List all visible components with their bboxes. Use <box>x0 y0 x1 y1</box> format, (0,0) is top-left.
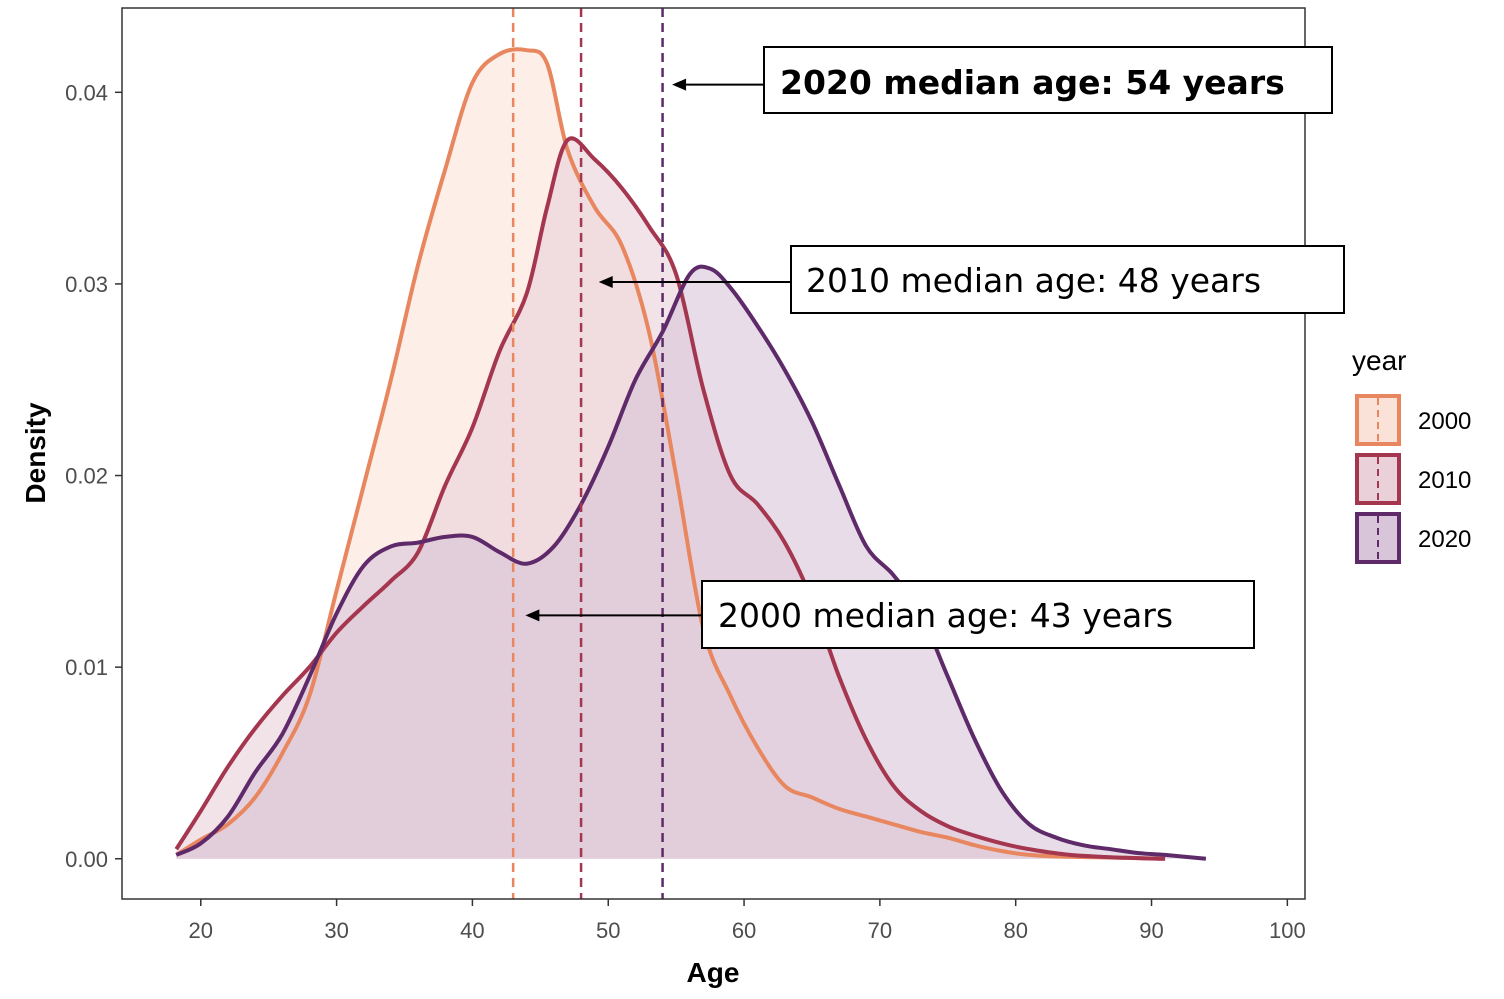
legend-title: year <box>1352 345 1406 376</box>
annotation-text: 2020 median age: 54 years <box>780 63 1285 102</box>
legend-label: 2020 <box>1418 526 1471 553</box>
axis-ticks: 20 30 40 50 60 70 80 90 100 0.00 0.01 0.02 0.03 0.04 <box>65 80 1306 943</box>
legend-label: 2000 <box>1418 408 1471 435</box>
annotation-arrow <box>525 609 702 622</box>
x-tick-label: 30 <box>324 918 348 943</box>
x-tick-label: 90 <box>1139 918 1163 943</box>
plot-panel-border <box>121 7 1306 900</box>
legend-label: 2010 <box>1418 467 1471 494</box>
legend-entry-2020: 2020 <box>1355 512 1471 564</box>
y-tick-label: 0.02 <box>65 464 108 489</box>
x-tick-label: 40 <box>460 918 484 943</box>
density-areas <box>174 47 1207 861</box>
legend-entry-2010: 2010 <box>1355 453 1471 505</box>
legend: year 2000 2010 2020 <box>1352 345 1471 564</box>
legend-keys: 2000 2010 2020 <box>1355 394 1471 564</box>
annotation-box <box>790 245 1345 314</box>
y-tick-label: 0.03 <box>65 272 108 297</box>
y-tick-label: 0.01 <box>65 655 108 680</box>
x-tick-label: 50 <box>596 918 620 943</box>
annotation-text: 2000 median age: 43 years <box>718 596 1173 635</box>
annotation-2000: 2000 median age: 43 years <box>525 580 1255 649</box>
annotation-2010: 2010 median age: 48 years <box>598 245 1345 314</box>
x-tick-label: 60 <box>732 918 756 943</box>
arrow-head <box>598 276 613 289</box>
y-tick-label: 0.04 <box>65 80 108 105</box>
density-line-2000 <box>175 47 1166 861</box>
annotation-text: 2010 median age: 48 years <box>806 261 1261 300</box>
x-tick-label: 100 <box>1269 918 1306 943</box>
arrow-head <box>672 78 687 91</box>
x-axis-title: Age <box>687 957 740 988</box>
x-tick-label: 70 <box>868 918 892 943</box>
annotation-2020: 2020 median age: 54 years <box>672 46 1333 114</box>
annotation-box <box>763 46 1333 114</box>
y-axis-title: Density <box>20 402 51 504</box>
median-lines <box>511 8 664 899</box>
annotation-arrow <box>598 276 791 289</box>
density-line-2020 <box>175 264 1207 861</box>
x-tick-label: 80 <box>1003 918 1027 943</box>
legend-entry-2000: 2000 <box>1355 394 1471 446</box>
annotation-arrow <box>672 78 764 91</box>
annotation-box <box>701 580 1255 649</box>
y-tick-label: 0.00 <box>65 847 108 872</box>
arrow-head <box>525 609 540 622</box>
x-tick-label: 20 <box>189 918 213 943</box>
density-line-2010 <box>174 136 1166 861</box>
